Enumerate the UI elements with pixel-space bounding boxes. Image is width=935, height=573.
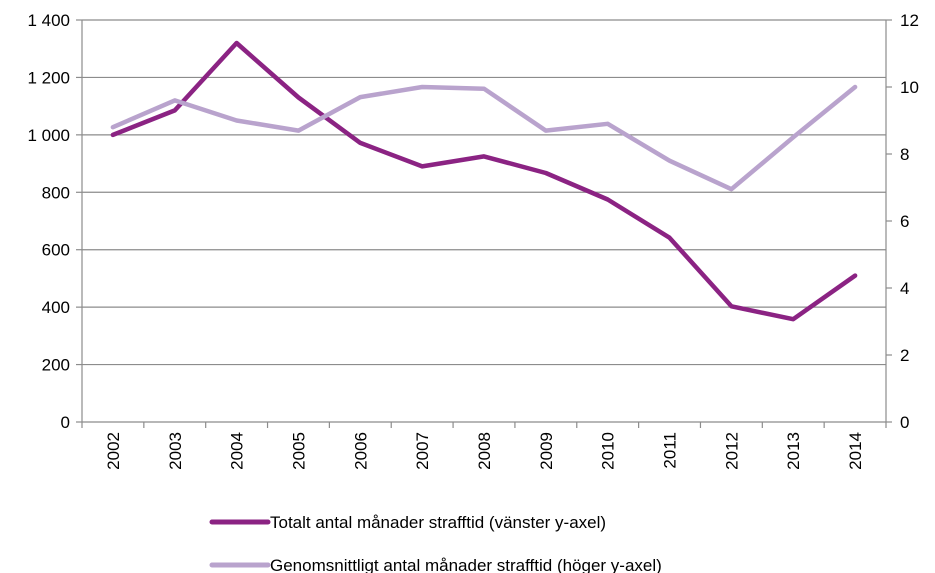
x-tick-label: 2002 [104, 432, 123, 470]
legend-label-2: Genomsnittligt antal månader strafftid (… [270, 556, 662, 573]
right-tick-label: 10 [900, 78, 919, 97]
legend: Totalt antal månader strafftid (vänster … [209, 513, 662, 573]
x-tick-label: 2012 [722, 432, 741, 470]
legend-label-1: Totalt antal månader strafftid (vänster … [270, 513, 606, 532]
x-tick-label: 2011 [661, 432, 680, 469]
left-tick-label: 1 200 [27, 68, 70, 87]
right-tick-label: 12 [900, 11, 919, 30]
right-tick-label: 2 [900, 346, 909, 365]
left-y-axis-ticks: 0 200 400 600 800 1 000 1 200 1 400 [27, 11, 82, 432]
x-tick-label: 2009 [537, 432, 556, 470]
x-tick-label: 2007 [413, 432, 432, 470]
left-tick-label: 600 [42, 241, 70, 260]
right-tick-label: 6 [900, 212, 909, 231]
left-tick-label: 1 400 [27, 11, 70, 30]
x-tick-label: 2014 [846, 432, 865, 470]
x-tick-label: 2005 [289, 432, 308, 470]
x-tick-label: 2008 [475, 432, 494, 470]
right-tick-label: 8 [900, 145, 909, 164]
x-tick-label: 2006 [351, 432, 370, 470]
x-tick-label: 2004 [228, 432, 247, 470]
right-tick-label: 0 [900, 413, 909, 432]
series-line-2 [110, 84, 858, 192]
left-tick-label: 0 [61, 413, 70, 432]
left-tick-label: 400 [42, 298, 70, 317]
left-tick-label: 200 [42, 356, 70, 375]
x-tick-label: 2010 [599, 432, 618, 470]
x-tick-label: 2013 [784, 432, 803, 470]
right-tick-label: 4 [900, 279, 909, 298]
left-tick-label: 800 [42, 183, 70, 202]
x-axis-ticks: 2002 2003 2004 2005 2006 2007 2008 2009 2010 2011… [81, 422, 887, 470]
x-tick-label: 2003 [166, 432, 185, 470]
gridlines [82, 19, 886, 366]
series-line-1 [110, 40, 858, 322]
right-y-axis-ticks: 0 2 4 6 8 10 12 [886, 11, 919, 432]
series-lines [110, 40, 858, 322]
left-tick-label: 1 000 [27, 126, 70, 145]
